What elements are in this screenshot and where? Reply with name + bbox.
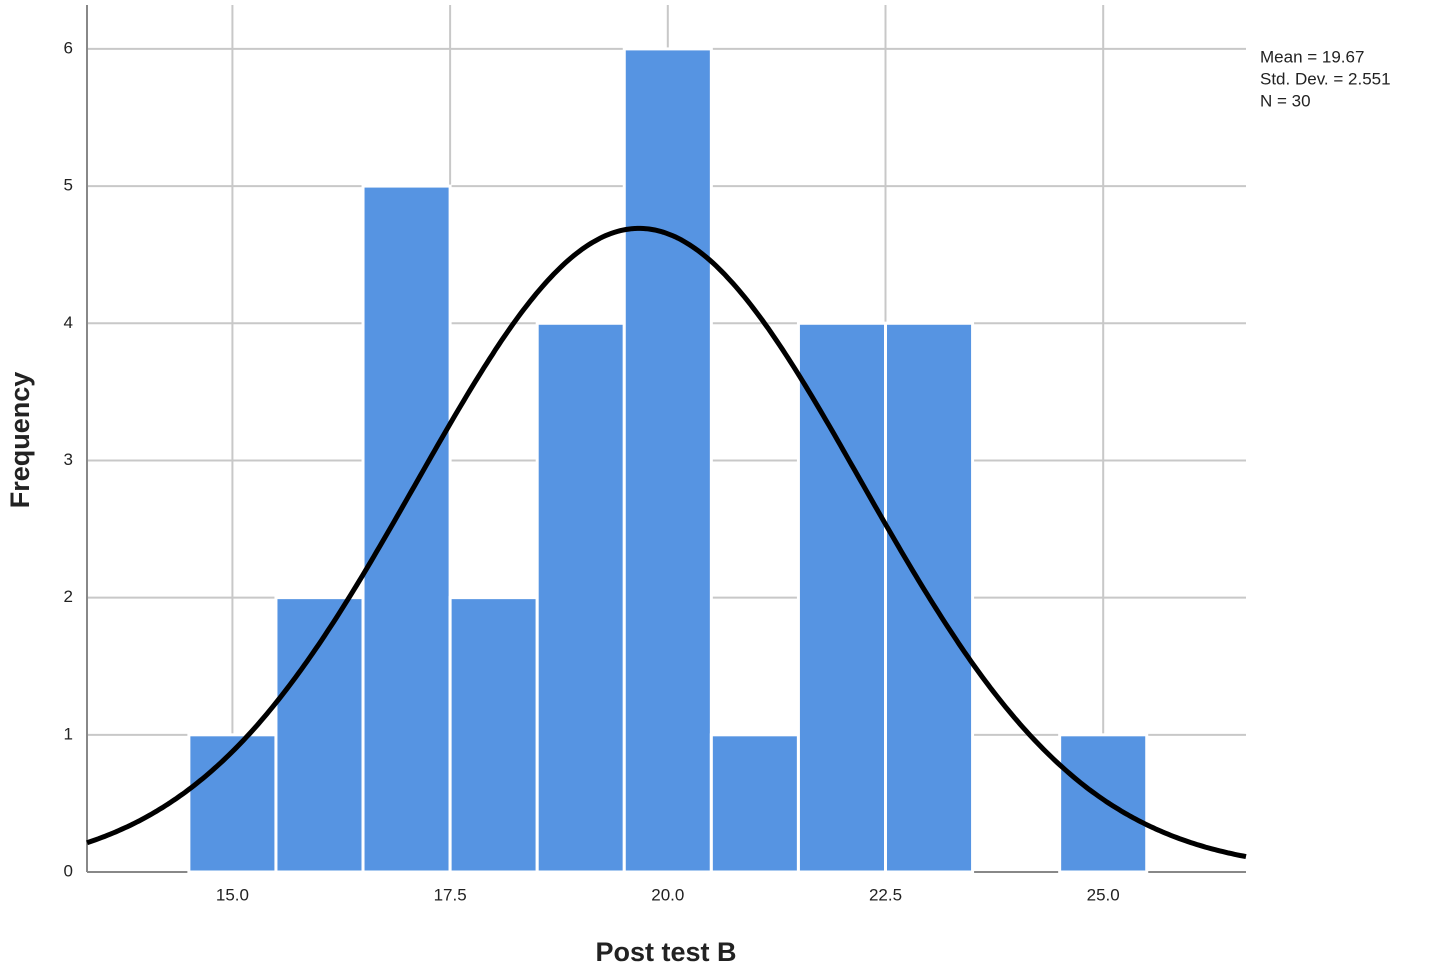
y-tick-label: 6: [64, 38, 73, 57]
annotation: Mean = 19.67: [1260, 47, 1364, 66]
normal-curve: [86, 225, 1247, 860]
x-tick-label: 15.0: [216, 885, 249, 904]
x-tick-label: 25.0: [1087, 885, 1120, 904]
y-tick-label: 3: [64, 450, 73, 469]
bar: [535, 321, 626, 874]
y-tick-label: 2: [64, 587, 73, 606]
bar: [796, 321, 887, 874]
x-tick-label: 22.5: [869, 885, 902, 904]
y-tick-label: 1: [64, 724, 73, 743]
bar: [361, 184, 452, 874]
bar: [448, 596, 539, 874]
annotation: N = 30: [1260, 91, 1311, 110]
x-axis-title: Post test B: [595, 937, 736, 967]
bar: [709, 733, 800, 874]
y-axis-title: Frequency: [5, 372, 35, 509]
y-tick-label: 4: [64, 313, 73, 332]
bar: [622, 47, 713, 874]
y-tick-label: 0: [64, 861, 73, 880]
x-tick-label: 20.0: [651, 885, 684, 904]
bar: [1058, 733, 1149, 874]
x-tick-label: 17.5: [434, 885, 467, 904]
bar: [274, 596, 365, 874]
annotation: Std. Dev. = 2.551: [1260, 69, 1391, 88]
y-tick-label: 5: [64, 176, 73, 195]
bar: [187, 733, 278, 874]
